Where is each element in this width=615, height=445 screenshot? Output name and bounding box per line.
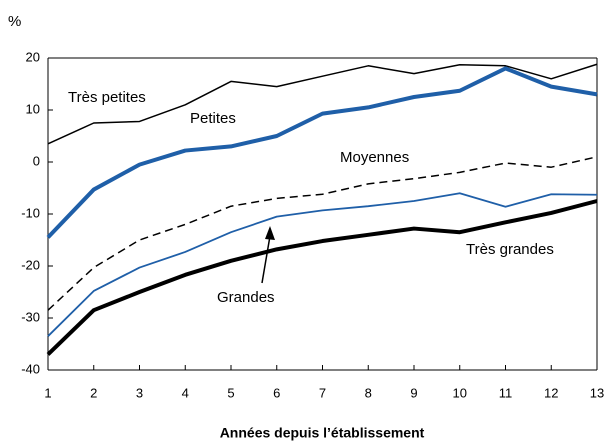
- series-label: Grandes: [217, 289, 275, 306]
- x-tick-label: 6: [273, 385, 280, 400]
- y-tick-label: 20: [26, 49, 40, 64]
- y-tick-label: 0: [33, 153, 40, 168]
- series-label: Moyennes: [340, 149, 409, 166]
- y-axis-label: %: [8, 13, 21, 30]
- x-tick-label: 13: [590, 385, 604, 400]
- x-tick-label: 7: [319, 385, 326, 400]
- y-tick-label: -30: [21, 309, 40, 324]
- y-tick-label: -20: [21, 257, 40, 272]
- x-axis-label: Années depuis l’établissement: [220, 425, 425, 441]
- series-line: [47, 63, 598, 145]
- x-tick-label: 3: [136, 385, 143, 400]
- y-tick-label: 10: [26, 101, 40, 116]
- arrow-head: [265, 226, 275, 240]
- series-line: [46, 66, 598, 239]
- x-tick-label: 10: [453, 385, 467, 400]
- x-tick-label: 8: [365, 385, 372, 400]
- y-tick-label: -40: [21, 361, 40, 376]
- series-label: Petites: [190, 110, 236, 127]
- series-line: [47, 156, 598, 311]
- x-tick-label: 4: [182, 385, 189, 400]
- series-line: [47, 192, 598, 337]
- x-tick-label: 5: [227, 385, 234, 400]
- x-tick-label: 9: [410, 385, 417, 400]
- x-tick-label: 1: [44, 385, 51, 400]
- series-label: Très petites: [68, 89, 146, 106]
- x-tick-label: 2: [90, 385, 97, 400]
- x-tick-label: 12: [544, 385, 558, 400]
- series-line: [46, 199, 598, 356]
- series-label: Très grandes: [466, 241, 554, 258]
- annotation-arrow: [261, 235, 271, 284]
- x-tick-label: 11: [499, 385, 513, 400]
- y-tick-label: -10: [21, 205, 40, 220]
